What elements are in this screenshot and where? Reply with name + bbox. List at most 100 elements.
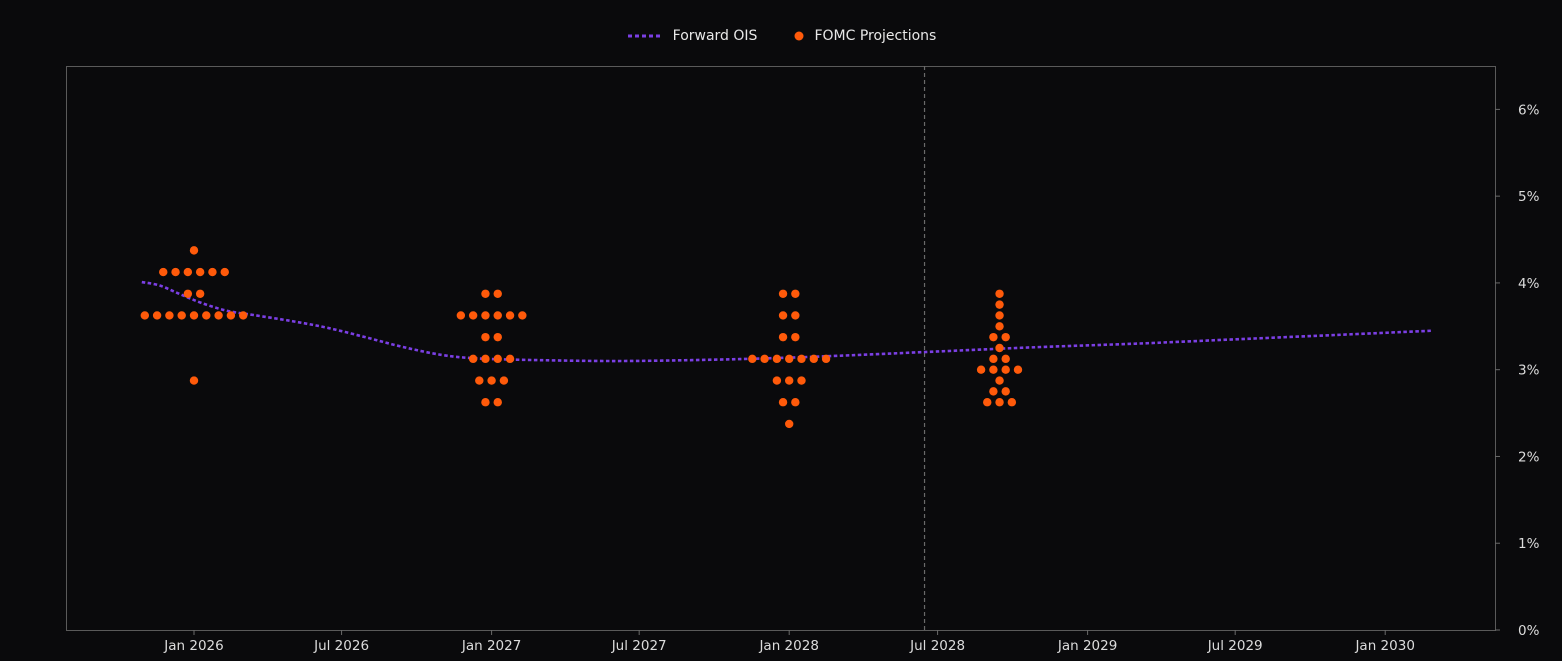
fomc-dot (995, 300, 1004, 309)
fomc-dot (791, 398, 800, 407)
fomc-dot (171, 267, 180, 277)
y-tick-label: 3% (1518, 363, 1540, 379)
fomc-dot (140, 311, 149, 320)
legend-label-fomc-projections: FOMC Projections (814, 28, 937, 44)
fomc-dot (748, 354, 757, 364)
x-tick-label: Jan 2030 (1354, 638, 1414, 654)
fomc-dot (202, 311, 211, 320)
fomc-dot (784, 419, 794, 429)
fomc-dot (493, 289, 502, 298)
fomc-dot (505, 311, 515, 320)
fomc-dot (183, 267, 193, 277)
y-axis: 0% 1% 2% 3% 4% 5% 6% (1495, 102, 1540, 639)
fomc-dot (976, 365, 986, 374)
fomc-dot (784, 376, 794, 385)
fomc-dot (1001, 387, 1010, 396)
fomc-dot (189, 376, 199, 385)
fomc-dot (468, 354, 478, 364)
fomc-dot (760, 354, 769, 364)
forward-ois-line (141, 280, 1434, 363)
x-tick-label: Jan 2029 (1057, 638, 1117, 654)
fomc-dot (1013, 365, 1023, 374)
fomc-dot (456, 311, 466, 320)
fomc-dot (481, 398, 490, 407)
fomc-dot (214, 311, 223, 320)
fomc-dot (821, 354, 831, 364)
fomc-dot (989, 332, 998, 342)
fomc-dot (778, 289, 788, 298)
fomc-dot (183, 289, 193, 298)
fomc-dot (493, 311, 502, 320)
fomc-dot (778, 332, 788, 342)
x-tick-label: Jul 2029 (1207, 638, 1263, 654)
fomc-dot (481, 289, 490, 298)
y-tick-label: 1% (1518, 536, 1540, 552)
fomc-dot (772, 354, 782, 364)
fomc-dot (1001, 365, 1010, 374)
plot-area (66, 66, 1496, 631)
legend-item-forward-ois[interactable]: Forward OIS (626, 28, 758, 44)
fomc-dot (475, 376, 484, 385)
legend-label-forward-ois: Forward OIS (672, 28, 758, 44)
y-tick-label: 2% (1518, 449, 1540, 465)
fomc-dot (989, 365, 998, 374)
fomc-dot (487, 376, 496, 385)
fomc-dot (152, 311, 162, 320)
fomc-dot (797, 354, 806, 364)
x-tick-label: Jul 2027 (611, 638, 667, 654)
fomc-dot (220, 267, 229, 277)
fomc-dot (165, 311, 174, 320)
fomc-dot (1001, 332, 1010, 342)
fomc-dot (208, 267, 217, 277)
fomc-dot (1001, 354, 1010, 364)
x-tick-label: Jan 2026 (163, 638, 223, 654)
fomc-dot (995, 398, 1004, 407)
x-tick-label: Jan 2028 (758, 638, 818, 654)
fomc-dot (177, 311, 186, 320)
fomc-dot (505, 354, 515, 364)
fomc-dot (493, 332, 502, 342)
fomc-dot (995, 322, 1004, 331)
fomc-dot (493, 354, 502, 364)
chart-legend: Forward OIS FOMC Projections (0, 28, 1562, 44)
fomc-dot (778, 398, 788, 407)
fomc-dot (772, 376, 782, 385)
fomc-dot (481, 332, 490, 342)
fomc-dot (791, 332, 800, 342)
fomc-dot (791, 311, 800, 320)
fomc-dot (989, 387, 998, 396)
fomc-dot (481, 311, 490, 320)
fomc-dot (468, 311, 478, 320)
fomc-dot (195, 289, 205, 298)
y-tick-label: 0% (1518, 623, 1540, 639)
legend-dot-swatch (794, 31, 804, 41)
x-tick-label: Jul 2026 (313, 638, 369, 654)
fomc-dot (518, 311, 527, 320)
fomc-dot (989, 354, 998, 364)
fomc-dot (809, 354, 818, 364)
fomc-dot (189, 246, 199, 255)
fomc-dot (195, 267, 205, 277)
x-tick-label: Jan 2027 (461, 638, 521, 654)
fomc-dot (239, 311, 248, 320)
fomc-dot (791, 289, 800, 298)
x-axis: Jan 2026 Jul 2026 Jan 2027 Jul 2027 Jan 2028… (163, 630, 1415, 654)
fomc-dot (159, 267, 168, 277)
y-tick-label: 6% (1518, 102, 1540, 118)
fomc-dot (226, 311, 236, 320)
y-tick-label: 5% (1518, 189, 1540, 205)
fomc-dot (784, 354, 794, 364)
fomc-dot (995, 343, 1004, 353)
y-tick-label: 4% (1518, 276, 1540, 292)
fomc-dot (499, 376, 509, 385)
x-tick-label: Jul 2028 (909, 638, 965, 654)
fomc-dot (1007, 398, 1017, 407)
fomc-dot (983, 398, 992, 407)
fomc-dot (797, 376, 806, 385)
fomc-dot (481, 354, 490, 364)
fomc-dot (995, 376, 1004, 385)
legend-item-fomc-projections[interactable]: FOMC Projections (793, 28, 936, 44)
legend-line-swatch (627, 34, 662, 38)
fomc-dot (778, 311, 788, 320)
